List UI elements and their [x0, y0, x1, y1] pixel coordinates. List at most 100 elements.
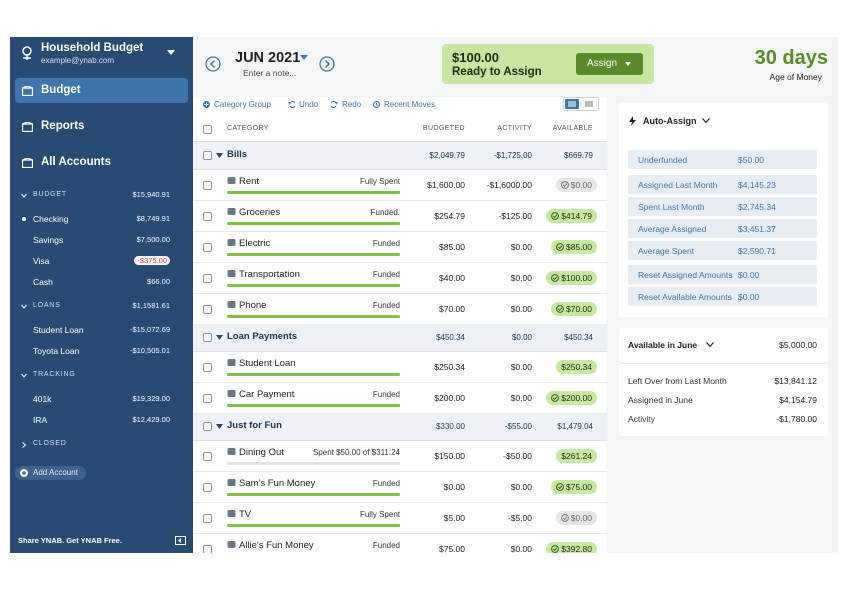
available-pill[interactable]: $100.00 [546, 270, 597, 285]
category-budgeted[interactable]: $5.00 [443, 512, 465, 523]
category-row[interactable] [193, 231, 607, 263]
category-name[interactable]: Dining Out [239, 446, 284, 458]
category-row[interactable] [193, 262, 607, 294]
auto-assign-label[interactable]: Reset Available Amounts [638, 292, 732, 302]
category-budgeted[interactable]: $40.00 [439, 272, 465, 283]
auto-assign-label[interactable]: Reset Assigned Amounts [638, 270, 733, 280]
account-group[interactable]: LOANS [33, 302, 61, 309]
group-row[interactable] [193, 324, 607, 352]
available-pill[interactable]: $0.00 [555, 510, 597, 525]
nav-icon[interactable] [22, 158, 33, 168]
category-budgeted[interactable]: $85.00 [439, 241, 465, 252]
month-note[interactable]: Enter a note... [243, 68, 297, 78]
checkbox[interactable] [203, 513, 212, 523]
auto-assign-item[interactable] [628, 241, 817, 260]
category-name[interactable]: Student Loan [239, 357, 296, 369]
next-month[interactable] [319, 56, 335, 72]
category-row[interactable] [193, 169, 607, 201]
available-pill[interactable]: $414.79 [546, 208, 597, 223]
category-name[interactable]: Sam's Fun Money [239, 477, 316, 489]
menu-caret[interactable] [167, 50, 175, 56]
nav-icon[interactable] [22, 122, 33, 132]
toolbar-icon[interactable] [331, 101, 338, 108]
category-name[interactable]: Transportation [239, 268, 300, 280]
assign-caret[interactable] [625, 62, 631, 67]
category-budgeted[interactable]: $250.34 [434, 361, 465, 372]
auto-assign-item[interactable] [628, 175, 817, 194]
group-chevron[interactable] [21, 373, 27, 379]
account-name[interactable]: IRA [33, 415, 48, 425]
available-pill[interactable]: $70.00 [551, 301, 597, 316]
add-account-label[interactable]: Add Account [33, 468, 78, 477]
available-pill[interactable]: $0.00 [555, 177, 597, 192]
available-pill[interactable]: $261.24 [556, 448, 597, 463]
checkbox[interactable] [203, 544, 212, 553]
account-group[interactable]: TRACKING [33, 371, 76, 378]
category-name[interactable]: Phone [239, 299, 267, 311]
group-caret[interactable] [216, 334, 223, 340]
group-name[interactable]: Bills [227, 148, 248, 160]
category-row[interactable] [193, 351, 607, 383]
category-budgeted[interactable]: $200.00 [434, 392, 465, 403]
category-budgeted[interactable]: $0.00 [443, 481, 465, 492]
auto-assign-item[interactable] [628, 197, 817, 216]
account-name[interactable]: Checking [33, 214, 69, 224]
auto-assign-label[interactable]: Underfunded [638, 155, 688, 165]
toolbar-icon[interactable] [203, 101, 210, 108]
category-budgeted[interactable]: $75.00 [439, 543, 465, 554]
account-name[interactable]: Visa [33, 256, 50, 266]
toolbar-icon[interactable] [288, 101, 295, 108]
checkbox[interactable] [203, 180, 212, 190]
toolbar-action[interactable]: Category Group [214, 100, 271, 109]
available-pill[interactable]: $85.00 [551, 239, 597, 254]
auto-assign-label[interactable]: Average Assigned [638, 224, 707, 234]
checkbox[interactable] [203, 242, 212, 252]
group-row[interactable] [193, 413, 607, 441]
checkbox[interactable] [203, 125, 212, 134]
month-caret[interactable] [300, 55, 308, 61]
nav-item[interactable]: Reports [41, 120, 85, 132]
account-name[interactable]: Cash [33, 277, 53, 287]
category-name[interactable]: Rent [239, 175, 260, 187]
group-chevron[interactable] [21, 442, 27, 448]
account-name[interactable]: Savings [33, 235, 64, 245]
category-budgeted[interactable]: $150.00 [434, 450, 465, 461]
account-name[interactable]: 401k [33, 394, 52, 404]
nav-item[interactable]: Budget [41, 84, 81, 96]
category-name[interactable]: Groceries [239, 206, 281, 218]
checkbox[interactable] [203, 150, 212, 160]
category-name[interactable]: Electric [239, 237, 271, 249]
auto-assign-label[interactable]: Spent Last Month [638, 202, 705, 212]
prev-month[interactable] [205, 56, 221, 72]
checkbox[interactable] [203, 362, 212, 372]
group-chevron[interactable] [21, 193, 27, 199]
nav-item[interactable]: All Accounts [41, 156, 111, 168]
assign-button[interactable] [576, 53, 643, 75]
nav-icon[interactable] [22, 86, 33, 96]
category-row[interactable] [193, 471, 607, 503]
group-caret[interactable] [216, 423, 223, 429]
account-name[interactable]: Toyota Loan [33, 346, 80, 356]
auto-assign-item[interactable] [628, 287, 817, 306]
assign-label[interactable]: Assign [587, 58, 618, 69]
available-pill[interactable]: $75.00 [551, 479, 597, 494]
checkbox[interactable] [203, 211, 212, 221]
add-account-button[interactable] [15, 466, 86, 480]
checkbox[interactable] [203, 451, 212, 461]
toolbar-icon[interactable] [373, 101, 380, 108]
share-footer[interactable]: Share YNAB. Get YNAB Free. [18, 536, 122, 545]
auto-assign-item[interactable] [628, 219, 817, 238]
auto-assign-item[interactable] [628, 265, 817, 284]
auto-assign-title[interactable]: Auto-Assign [643, 116, 697, 126]
toolbar-action[interactable]: Recent Moves [384, 100, 436, 109]
collapse-icon[interactable] [175, 536, 186, 545]
account-group[interactable]: BUDGET [33, 191, 67, 198]
group-name[interactable]: Just for Fun [227, 419, 282, 431]
group-row[interactable] [193, 142, 607, 170]
category-budgeted[interactable]: $254.79 [434, 210, 465, 221]
category-row[interactable] [193, 502, 607, 534]
checkbox[interactable] [203, 304, 212, 314]
account-group[interactable]: CLOSED [33, 440, 67, 447]
account-name[interactable]: Student Loan [33, 325, 84, 335]
available-pill[interactable]: $200.00 [546, 390, 597, 405]
